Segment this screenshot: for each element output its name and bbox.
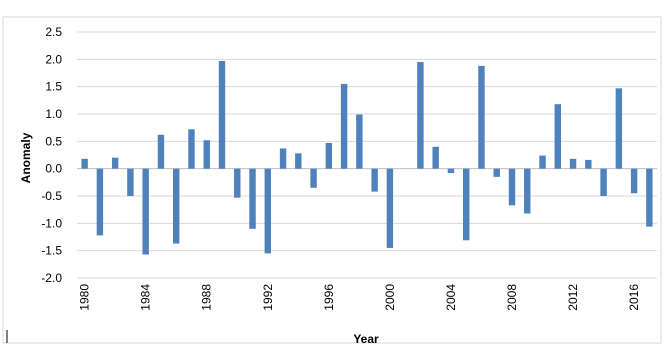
y-tick-labels: 2.5 2.0 1.5 1.0 0.5 0.0 -0.5 -1.0 -1.5 -2.0 (41, 25, 62, 285)
bar-1992 (264, 168, 271, 254)
x-tick-label-2004: 2004 (444, 284, 458, 311)
bar-1981 (96, 168, 104, 236)
chart-border (2, 16, 662, 344)
bar-1990 (234, 168, 241, 198)
bar-2006 (478, 65, 485, 169)
y-axis-title: Anomaly (19, 132, 33, 183)
bar-1986 (173, 168, 180, 244)
bar-2000 (386, 168, 394, 248)
bar-2015 (615, 88, 623, 169)
bar-2007 (493, 168, 500, 177)
bar-1991 (249, 168, 256, 229)
y-tick-label-2: 1.5 (45, 80, 62, 94)
x-tick-label-2016: 2016 (627, 284, 641, 311)
y-tick-label-9: -2.0 (41, 271, 62, 285)
y-tick-label-4: 0.5 (45, 134, 62, 148)
bar-1998 (356, 114, 363, 169)
bar-2005 (463, 168, 470, 241)
x-tick-label-2008: 2008 (505, 284, 519, 311)
y-tick-label-8: -1.5 (41, 244, 62, 258)
bar-1994 (295, 153, 302, 169)
bar-2002 (417, 62, 424, 169)
bar-1993 (279, 148, 287, 169)
y-tick-label-7: -1.0 (41, 216, 62, 230)
bar-2008 (508, 168, 516, 206)
x-tick-label-1984: 1984 (139, 284, 153, 311)
y-tick-label-5: 0.0 (45, 162, 62, 176)
x-tick-label-1988: 1988 (200, 284, 214, 311)
x-tick-label-2012: 2012 (566, 284, 580, 311)
bar-1982 (111, 157, 119, 169)
bar-1985 (157, 134, 165, 169)
y-tick-label-6: -0.5 (41, 189, 62, 203)
x-tick-label-1992: 1992 (261, 284, 275, 311)
bar-1984 (142, 168, 149, 255)
x-tick-label-1996: 1996 (322, 284, 336, 311)
bars (81, 60, 653, 255)
bar-1988 (203, 140, 210, 169)
x-axis-title: Year (353, 332, 379, 346)
bar-1983 (127, 168, 134, 196)
bar-2012 (569, 158, 577, 169)
bar-2013 (585, 159, 592, 169)
bar-1980 (81, 158, 88, 169)
bar-2010 (539, 155, 546, 169)
bar-2009 (524, 168, 531, 214)
bar-2016 (630, 168, 638, 194)
bar-1987 (188, 129, 195, 169)
bar-2003 (432, 146, 439, 169)
bar-2017 (646, 168, 653, 227)
y-tick-label-3: 1.0 (45, 107, 62, 121)
x-tick-labels: 1980 1984 1988 1992 1996 2000 2004 2008 2012 2016 (78, 284, 641, 311)
bar-1995 (310, 168, 317, 188)
bar-1999 (371, 168, 378, 192)
y-tick-label-1: 2.0 (45, 52, 62, 66)
x-tick-label-1980: 1980 (78, 284, 92, 311)
bar-2011 (554, 104, 561, 169)
x-tick-label-2000: 2000 (383, 284, 397, 311)
bar-1996 (325, 142, 333, 169)
y-tick-label-0: 2.5 (45, 25, 62, 39)
bar-2014 (600, 168, 607, 196)
bar-1997 (340, 83, 348, 169)
bar-1989 (218, 60, 226, 169)
bar-2004 (447, 168, 455, 174)
